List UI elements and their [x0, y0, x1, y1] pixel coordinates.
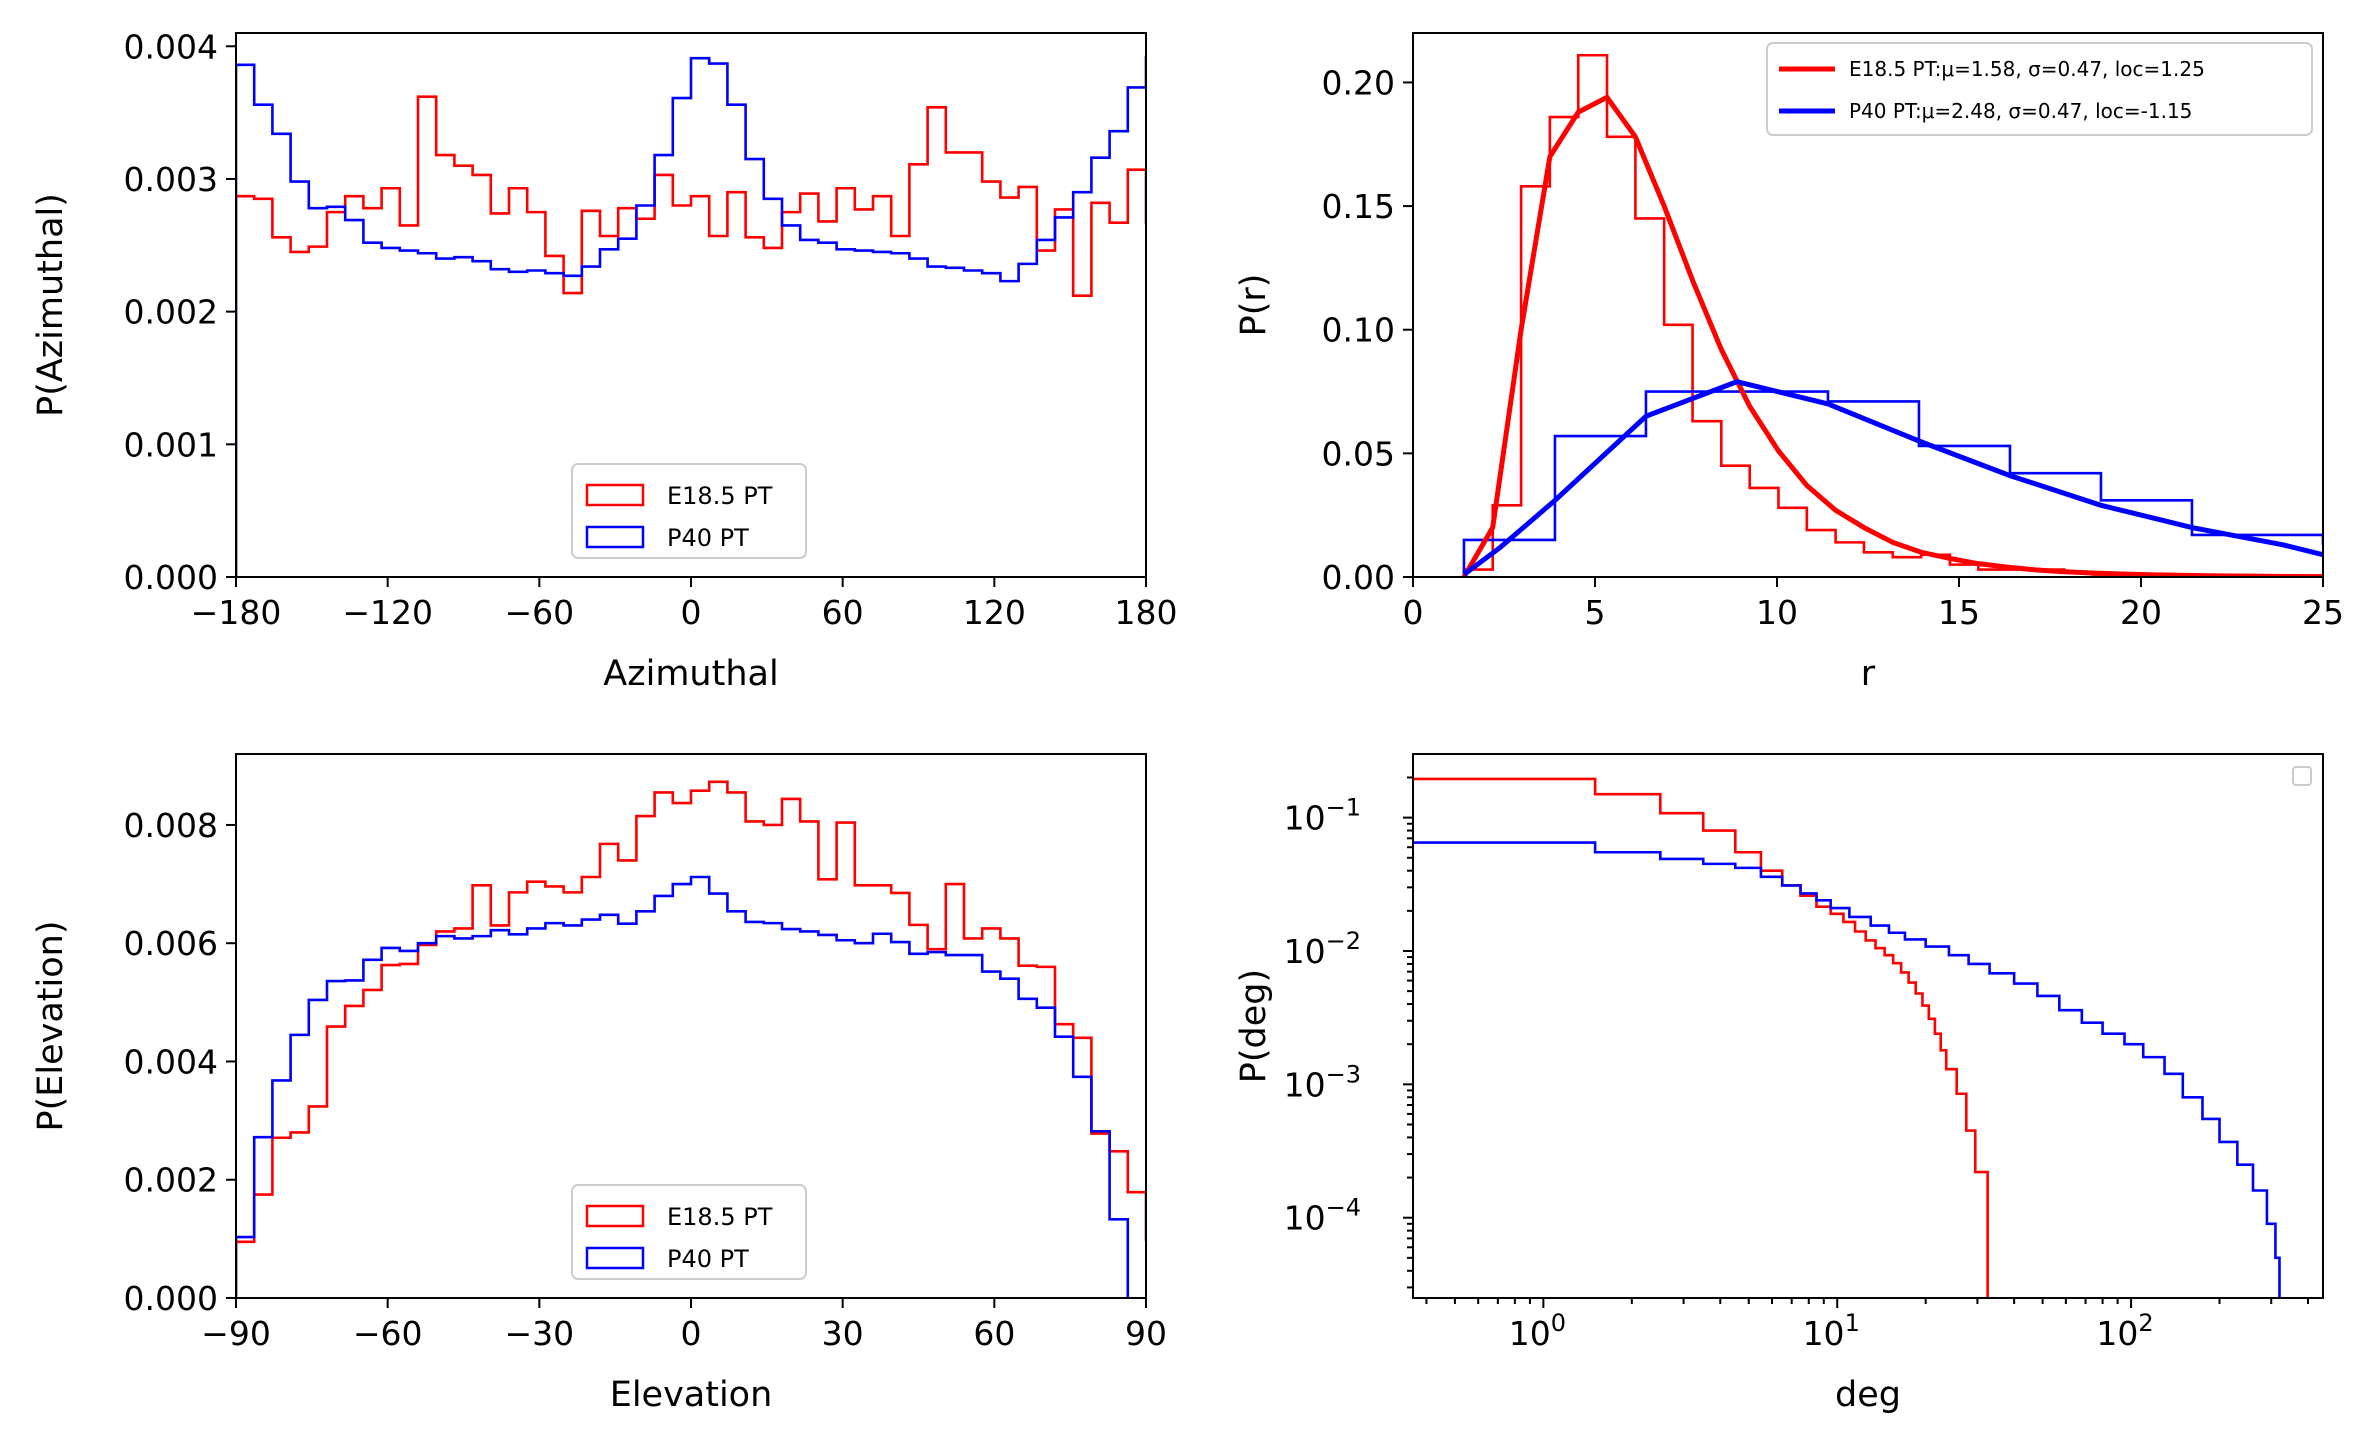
y-tick-label: 0.001 [124, 425, 218, 464]
x-axis-label: Azimuthal [603, 654, 778, 694]
x-tick-label: −90 [201, 1314, 271, 1353]
y-tick-label: 0.000 [124, 1279, 218, 1318]
y-tick-label: 0.002 [124, 1161, 218, 1200]
panel-elevation: −90 −60 −30 0 30 60 90 0.000 0.002 0.004 0.006 0.00… [31, 753, 1167, 1415]
x-tick-base: 10 [1509, 1314, 1551, 1353]
x-tick-label: 102 [2096, 1309, 2153, 1353]
x-tick-label: 101 [1803, 1309, 1860, 1353]
axes-frame [1412, 753, 2324, 1299]
series-degree-1-step [1413, 841, 2281, 1298]
y-tick-label: 0.003 [124, 160, 218, 199]
x-tick-exp: 1 [1845, 1309, 1860, 1337]
legend-label: P40 PT [667, 524, 749, 552]
y-tick-label: 0.004 [124, 1042, 218, 1081]
legend-box-empty [2292, 766, 2312, 786]
legend-label: E18.5 PT:μ=1.58, σ=0.47, loc=1.25 [1849, 57, 2205, 81]
legend-label: E18.5 PT [667, 482, 773, 510]
plot-area [1413, 777, 2281, 1298]
x-axis-label: Elevation [610, 1375, 773, 1415]
y-tick-label: 0.20 [1322, 63, 1395, 102]
x-tick-label: 90 [1125, 1314, 1167, 1353]
series-elevation-1-step [236, 875, 1130, 1298]
y-tick-exp: −3 [1326, 1060, 1361, 1088]
x-tick-label: −120 [342, 593, 433, 632]
y-tick-exp: −4 [1326, 1194, 1361, 1222]
series-azimuthal-1-step [236, 55, 1146, 577]
panel-radius: 0 5 10 15 20 25 0.00 0.05 0.10 0.15 0.20 r P(r) E18.5… [1234, 32, 2344, 694]
y-tick-label: 10−3 [1284, 1060, 1361, 1104]
x-tick-label: 180 [1115, 593, 1178, 632]
y-axis-label: P(deg) [1234, 969, 1274, 1083]
y-tick-label: 0.15 [1322, 187, 1395, 226]
y-tick-label: 0.006 [124, 924, 218, 963]
legend-label: P40 PT [667, 1245, 749, 1273]
x-tick-label: 60 [973, 1314, 1015, 1353]
y-tick-base: 10 [1284, 932, 1326, 971]
x-tick-label: −180 [191, 593, 282, 632]
y-tick-base: 10 [1284, 1199, 1326, 1238]
x-tick-label: 0 [681, 1314, 702, 1353]
y-tick-label: 0.002 [124, 293, 218, 332]
x-tick-label: 60 [822, 593, 864, 632]
y-axis-label: P(Elevation) [31, 921, 71, 1132]
x-tick-exp: 0 [1551, 1309, 1566, 1337]
x-tick-label: 0 [1403, 593, 1424, 632]
y-tick-label: 0.000 [124, 558, 218, 597]
legend-label: E18.5 PT [667, 1203, 773, 1231]
x-tick-label: 30 [822, 1314, 864, 1353]
x-tick-label: 20 [2120, 593, 2162, 632]
legend-swatch [585, 1204, 645, 1228]
y-tick-label: 0.05 [1322, 434, 1395, 473]
x-tick-base: 10 [1803, 1314, 1845, 1353]
y-tick-base: 10 [1284, 799, 1326, 838]
y-tick-label: 0.00 [1322, 558, 1395, 597]
y-tick-label: 0.008 [124, 806, 218, 845]
y-axis-label: P(r) [1234, 274, 1274, 337]
y-tick-exp: −2 [1326, 927, 1361, 955]
legend-box [1766, 42, 2313, 136]
x-tick-label: 120 [963, 593, 1026, 632]
y-tick-base: 10 [1284, 1065, 1326, 1104]
y-tick-exp: −1 [1326, 794, 1361, 822]
x-tick-label: −60 [505, 593, 575, 632]
x-tick-label: 10 [1756, 593, 1798, 632]
x-tick-label: 25 [2302, 593, 2344, 632]
x-tick-label: 100 [1509, 1309, 1566, 1353]
series-degree-0-step [1413, 777, 1989, 1298]
x-axis-label: deg [1835, 1375, 1901, 1415]
x-tick-label: 5 [1585, 593, 1606, 632]
x-axis-label: r [1861, 654, 1876, 694]
y-tick-label: 0.10 [1322, 311, 1395, 350]
series-radius-2-fit [1461, 94, 2323, 577]
x-tick-label: −30 [505, 1314, 575, 1353]
legend-label: P40 PT:μ=2.48, σ=0.47, loc=-1.15 [1849, 99, 2192, 123]
y-tick-label: 10−4 [1284, 1194, 1361, 1238]
legend-swatch [585, 1246, 645, 1270]
axes-frame [1412, 32, 2324, 578]
x-tick-label: −60 [353, 1314, 423, 1353]
panel-azimuthal: −180 −120 −60 0 60 120 180 0.000 0.001 0.002 0.003… [31, 27, 1178, 694]
y-tick-label: 10−1 [1284, 794, 1361, 838]
x-tick-base: 10 [2096, 1314, 2138, 1353]
series-radius-1-histogram [1462, 390, 2323, 577]
plot-area [236, 55, 1146, 577]
series-azimuthal-0-step [236, 95, 1146, 577]
legend-swatch [585, 483, 645, 507]
legend-box [571, 463, 807, 559]
plot-area [236, 780, 1146, 1298]
y-axis-label: P(Azimuthal) [31, 193, 71, 417]
series-radius-3-fit [1462, 379, 2323, 577]
series-elevation-0-step [236, 780, 1146, 1298]
plot-area [1461, 53, 2323, 577]
y-tick-label: 10−2 [1284, 927, 1361, 971]
x-tick-exp: 2 [2138, 1309, 2153, 1337]
y-tick-label: 0.004 [124, 27, 218, 66]
legend-box [571, 1184, 807, 1280]
legend-swatch [585, 525, 645, 549]
x-tick-label: 15 [1938, 593, 1980, 632]
x-tick-label: 0 [681, 593, 702, 632]
